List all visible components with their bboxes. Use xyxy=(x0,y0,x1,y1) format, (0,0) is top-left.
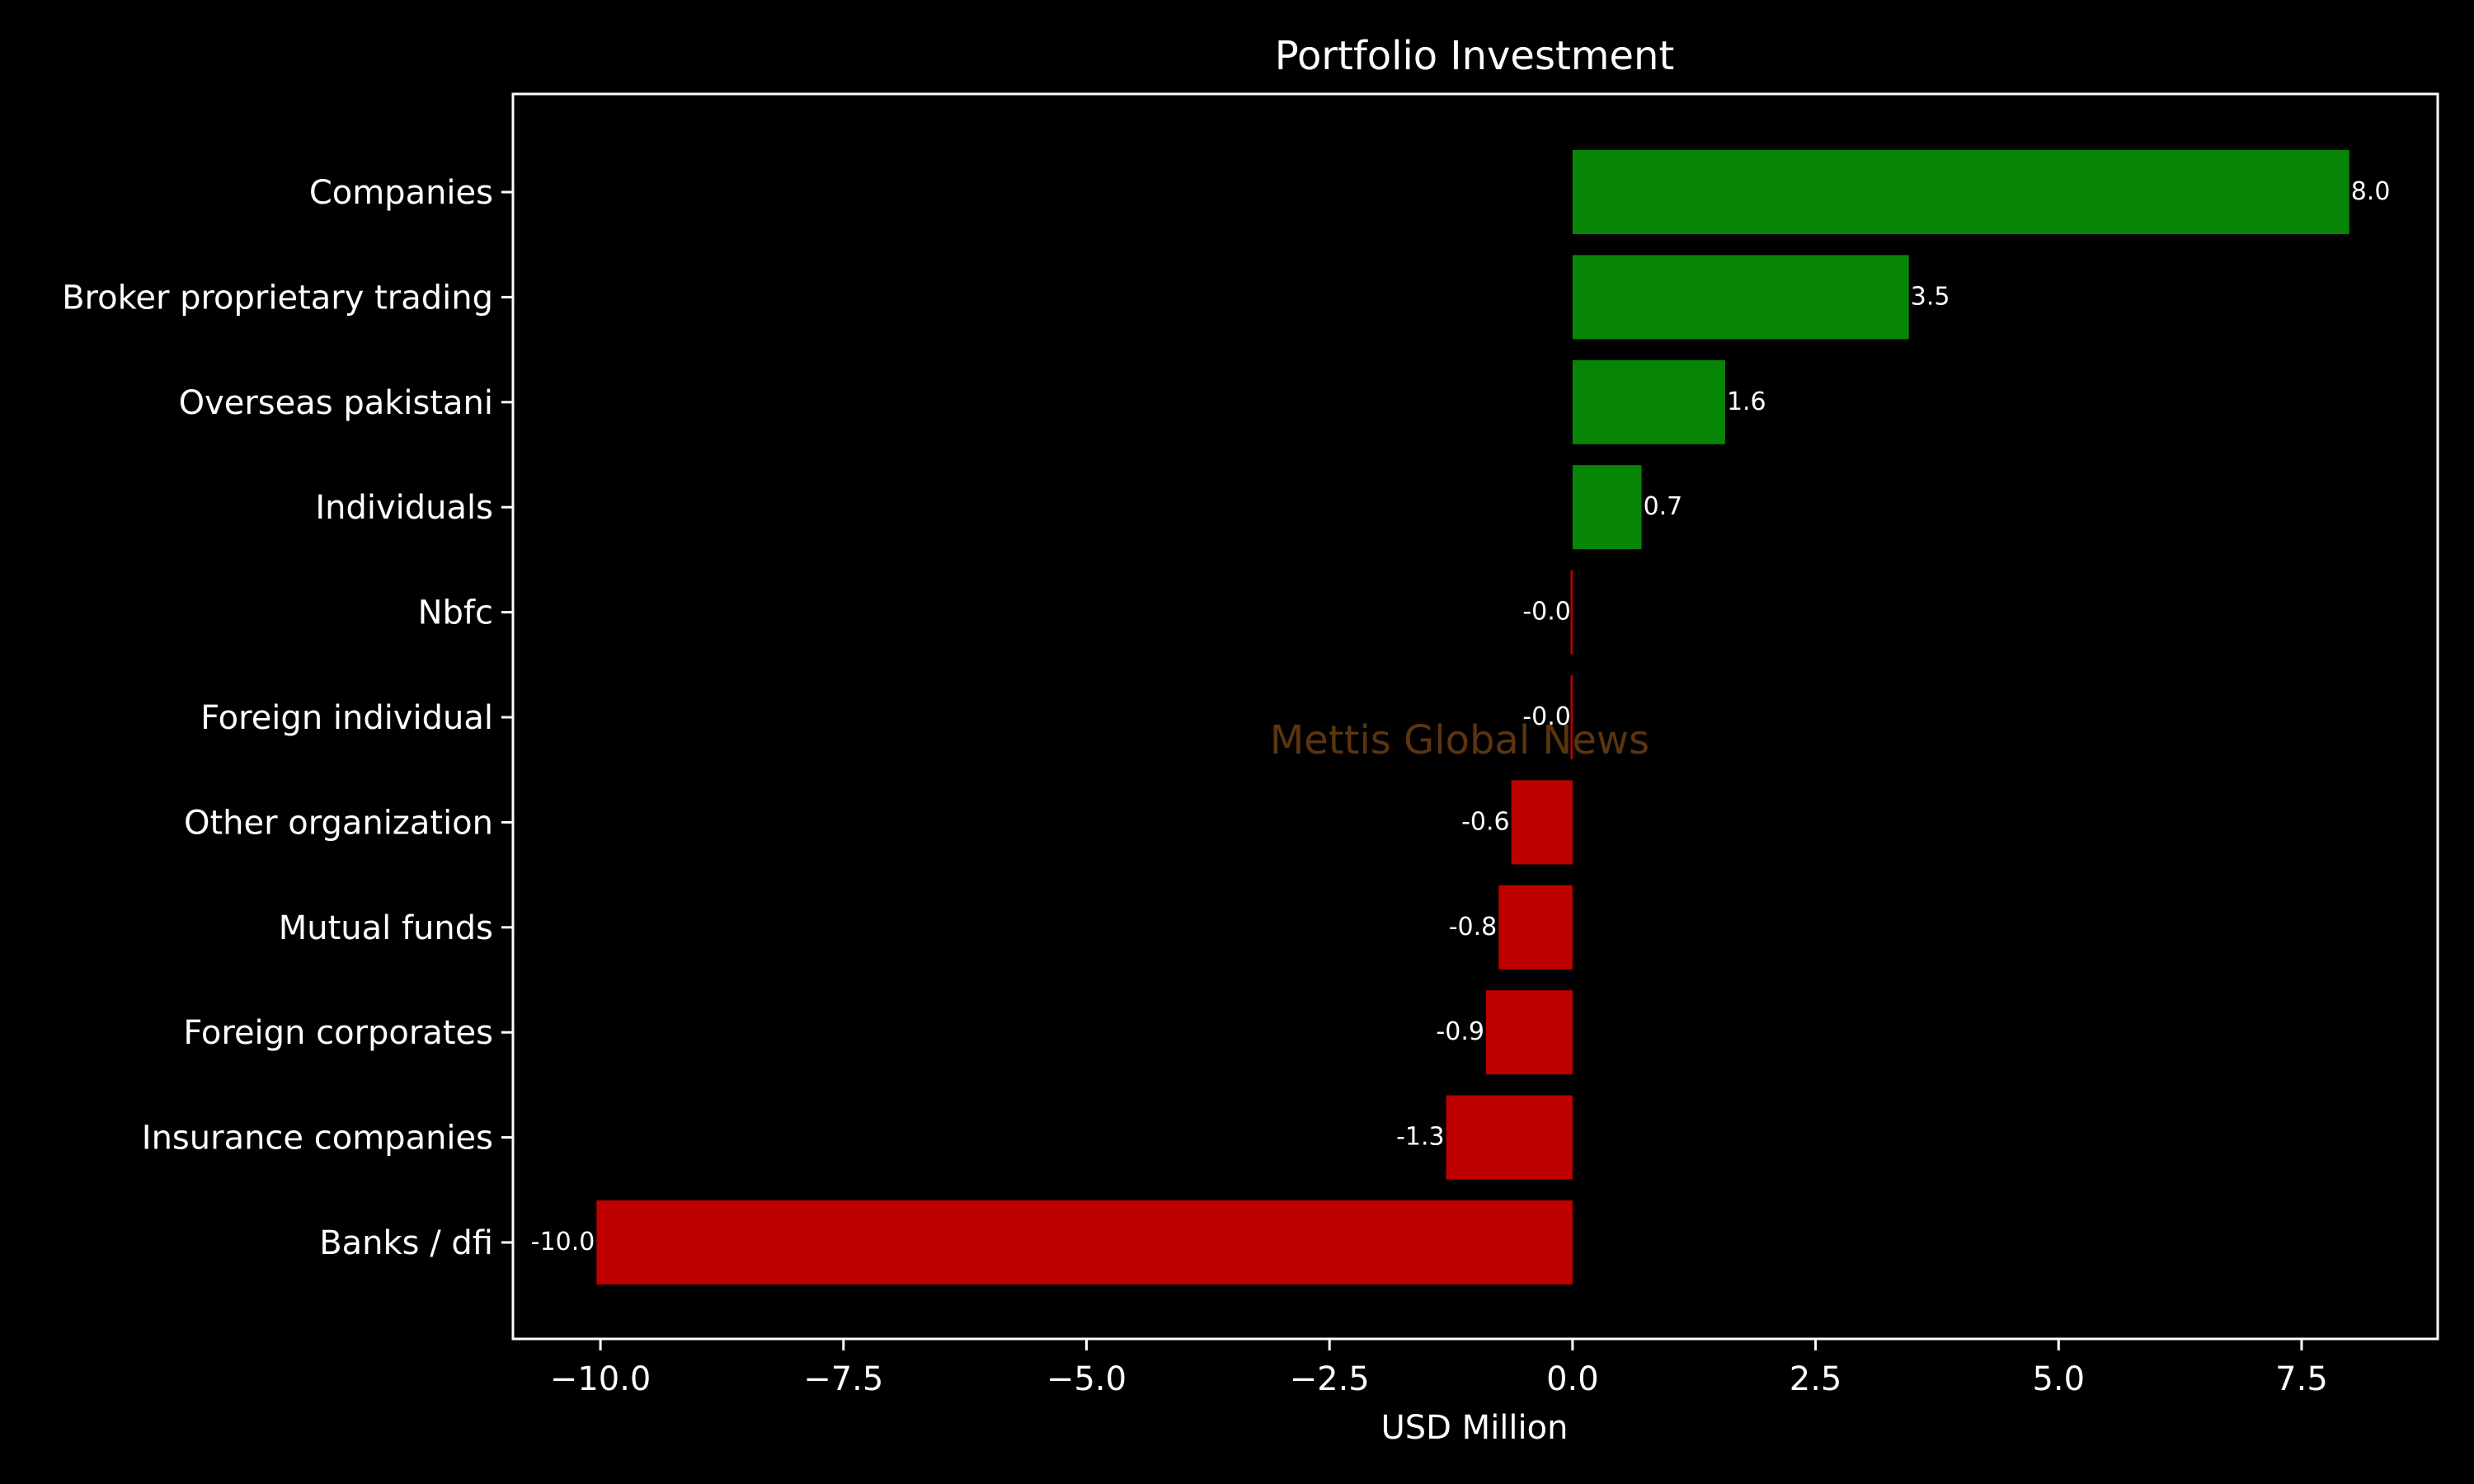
bars-group xyxy=(596,150,2349,1284)
x-tick-label: −5.0 xyxy=(1047,1360,1126,1398)
bar xyxy=(596,1200,1573,1284)
chart-title: Portfolio Investment xyxy=(1275,33,1675,79)
data-label: -0.8 xyxy=(1449,913,1498,942)
category-label: Foreign corporates xyxy=(183,1014,493,1052)
category-label: Banks / dfi xyxy=(319,1224,493,1262)
category-label: Foreign individual xyxy=(200,699,493,737)
bar xyxy=(1446,1095,1573,1180)
category-label: Mutual funds xyxy=(279,909,493,947)
data-labels-group: 8.0 3.5 1.6 0.7 -0.0 -0.0 -0.6 -0.8 -0.9 -1.3 -10.… xyxy=(531,177,2391,1256)
bar xyxy=(1570,675,1573,759)
data-label: 3.5 xyxy=(1911,282,1950,311)
category-label: Companies xyxy=(309,174,493,212)
data-label: -0.0 xyxy=(1522,702,1571,731)
x-tick-label: 2.5 xyxy=(1790,1360,1842,1398)
bar xyxy=(1498,885,1573,970)
bar xyxy=(1485,990,1573,1075)
data-label: 0.7 xyxy=(1644,492,1683,521)
category-label: Overseas pakistani xyxy=(179,384,493,422)
plot-frame xyxy=(511,92,2439,1341)
bar xyxy=(1511,780,1573,865)
x-tick-label: 0.0 xyxy=(1546,1360,1599,1398)
data-label: 8.0 xyxy=(2351,177,2391,206)
x-axis-label: USD Million xyxy=(1381,1409,1569,1447)
data-label: -0.6 xyxy=(1461,807,1510,836)
bar xyxy=(1572,150,2349,234)
x-ticks-group: −10.0 −7.5 −5.0 −2.5 0.0 2.5 5.0 7.5 xyxy=(550,1339,2328,1398)
category-label: Individuals xyxy=(315,489,493,527)
x-tick-label: −10.0 xyxy=(550,1360,651,1398)
data-label: -0.9 xyxy=(1436,1017,1484,1046)
category-label: Insurance companies xyxy=(142,1120,493,1158)
bar xyxy=(1570,570,1573,655)
data-label: 1.6 xyxy=(1727,387,1766,416)
x-tick-label: 7.5 xyxy=(2275,1360,2328,1398)
category-label: Broker proprietary trading xyxy=(62,279,493,317)
x-tick-label: −2.5 xyxy=(1290,1360,1370,1398)
category-label: Other organization xyxy=(184,804,493,842)
category-labels-group: Companies Broker proprietary trading Overs… xyxy=(62,174,513,1262)
bar xyxy=(1572,359,1725,444)
bar xyxy=(1572,255,1909,340)
watermark-text: Mettis Global News xyxy=(1270,717,1649,763)
data-label: -1.3 xyxy=(1396,1123,1445,1152)
category-label: Nbfc xyxy=(418,594,493,632)
data-label: -10.0 xyxy=(531,1228,595,1256)
x-tick-label: 5.0 xyxy=(2032,1360,2085,1398)
bar xyxy=(1572,465,1642,550)
x-tick-label: −7.5 xyxy=(803,1360,883,1398)
data-label: -0.0 xyxy=(1522,598,1571,627)
